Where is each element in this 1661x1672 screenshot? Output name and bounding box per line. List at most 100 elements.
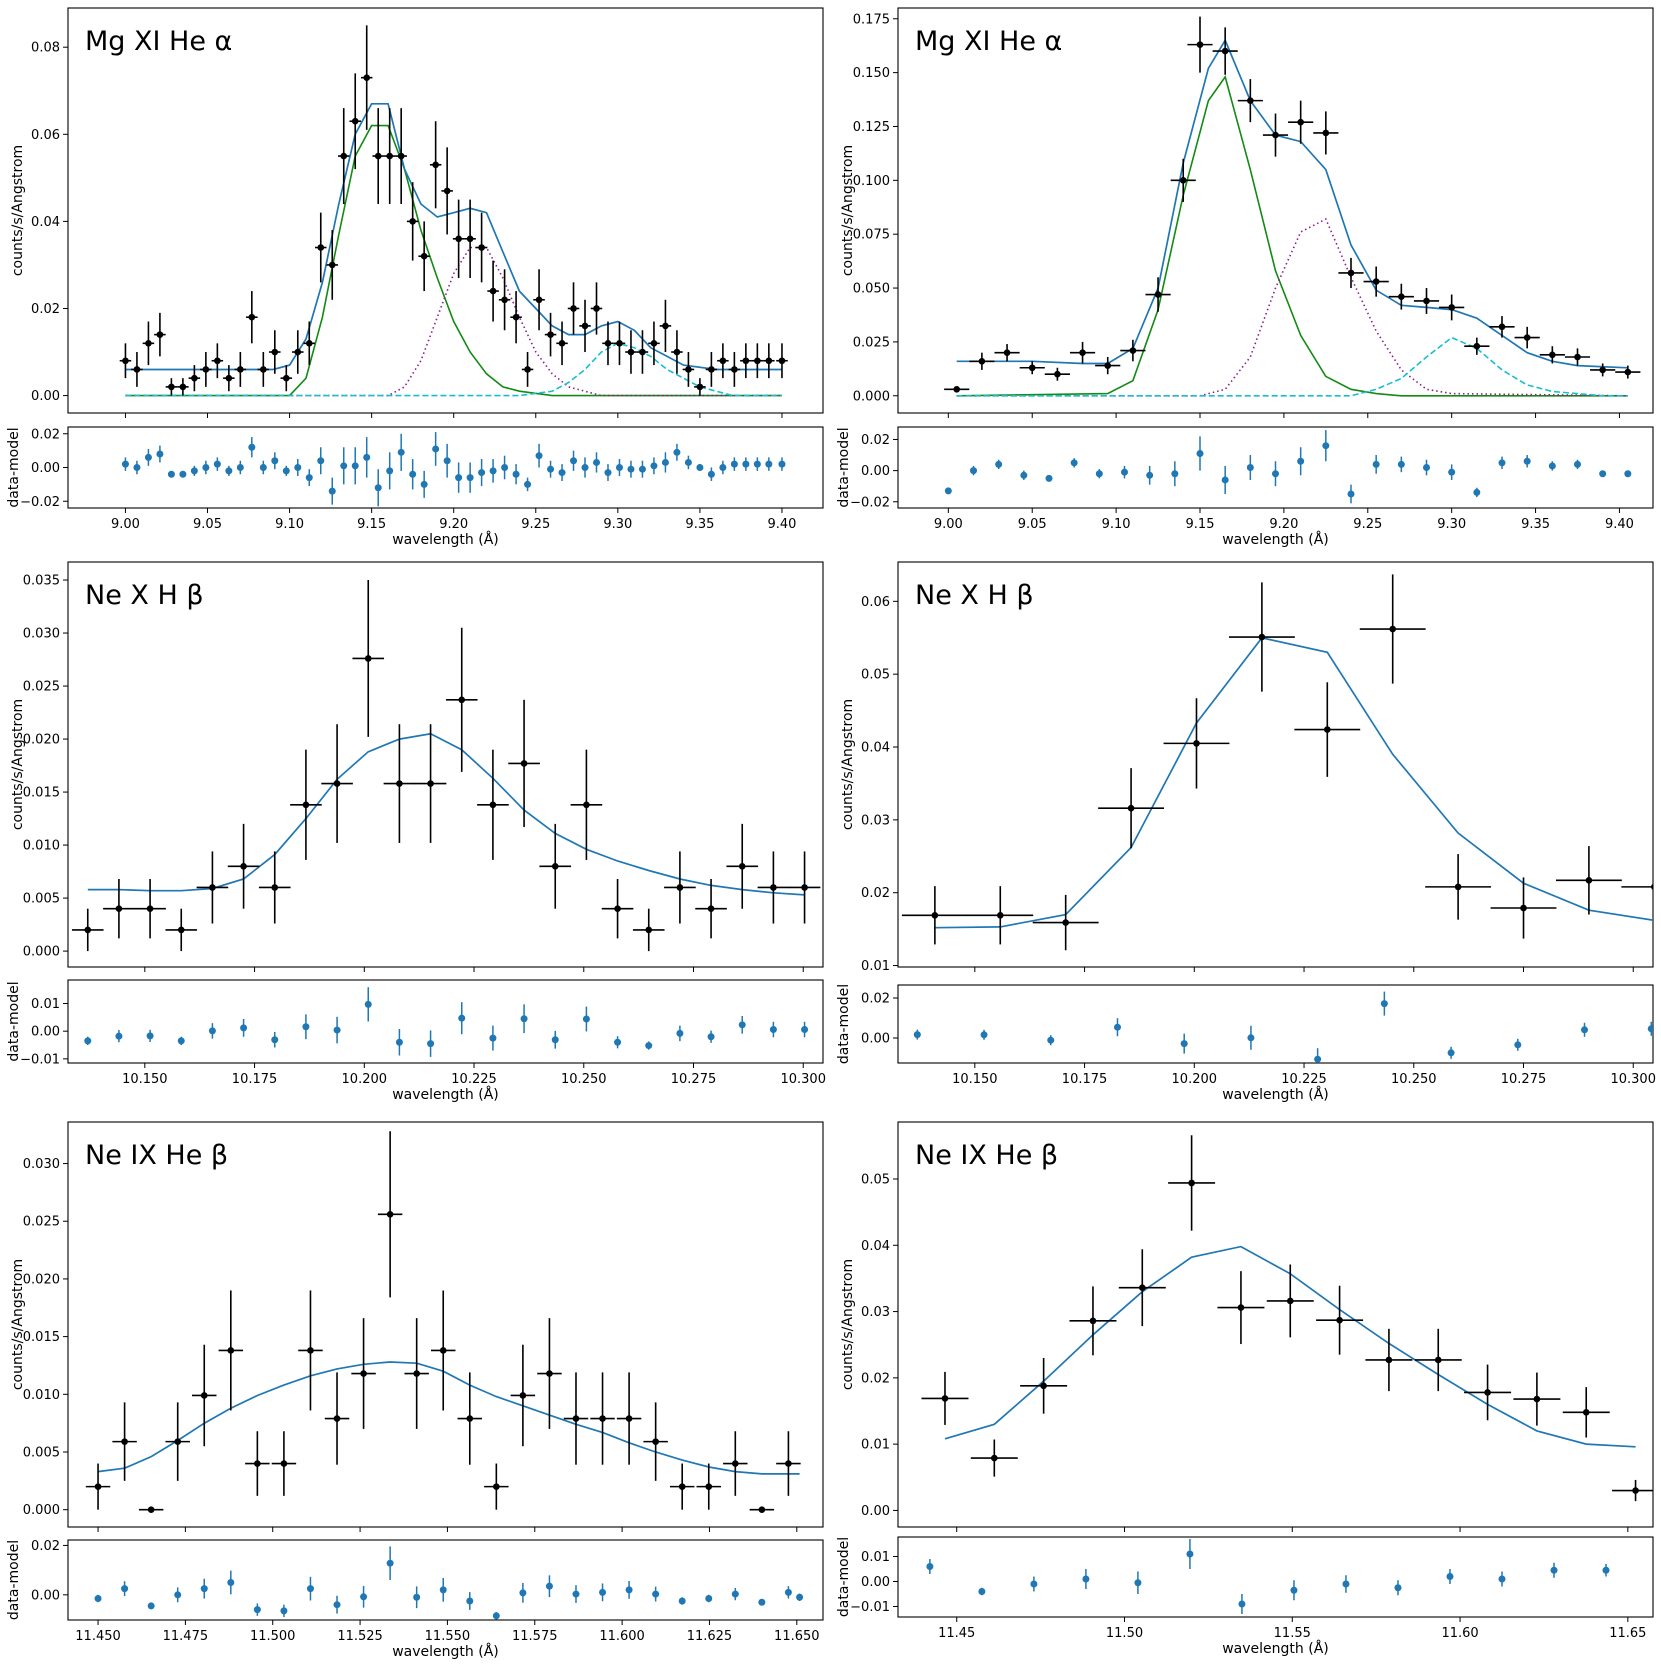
data-marker — [420, 252, 428, 260]
panel-ne9_a: 0.000 0.005 0.010 0.015 0.020 0.025 0.030 count… — [6, 1121, 824, 1660]
residual-point — [280, 1604, 288, 1618]
data-point — [326, 230, 338, 300]
residual-point — [478, 459, 486, 487]
data-marker — [645, 926, 653, 934]
x-tick-label: 10.175 — [232, 1072, 278, 1087]
data-point — [315, 212, 327, 283]
residual-marker — [1221, 476, 1229, 484]
data-point — [694, 378, 706, 396]
plot-area — [71, 580, 821, 952]
residual-marker — [395, 1038, 403, 1046]
x-tick-label: 11.45 — [938, 1626, 975, 1641]
data-marker — [1423, 297, 1430, 305]
residual-point — [225, 465, 233, 476]
residual-point — [179, 470, 187, 478]
resid-y-tick-label: −0.02 — [20, 495, 60, 510]
residual-point — [1372, 455, 1380, 474]
data-point — [776, 343, 788, 379]
data-point — [590, 1372, 615, 1465]
residual-marker — [174, 1591, 182, 1599]
data-point — [154, 312, 166, 357]
residual-point — [970, 465, 977, 476]
data-point — [1168, 1135, 1216, 1231]
residual-marker — [599, 1588, 607, 1596]
data-point — [967, 886, 1034, 945]
data-marker — [599, 1415, 606, 1422]
data-point — [177, 378, 189, 396]
x-tick-label: 10.175 — [1062, 1072, 1108, 1087]
residual-marker — [121, 460, 129, 468]
residual-marker — [374, 484, 382, 492]
residual-marker — [466, 1597, 474, 1605]
residual-point — [489, 1025, 497, 1051]
residual-axes: −0.02 0.00 0.02 9.00 9.05 9.10 9.15 9.20 9.25 9.3… — [6, 426, 824, 548]
residual-marker — [1574, 460, 1581, 468]
data-point — [1069, 1286, 1117, 1356]
data-marker — [240, 862, 247, 870]
residual-point — [144, 448, 152, 466]
residual-point — [1070, 458, 1078, 468]
residual-point — [661, 452, 669, 473]
data-point — [510, 291, 522, 344]
data-point — [142, 321, 155, 366]
y-tick-label: 0.010 — [23, 839, 60, 854]
residual-point — [94, 1594, 102, 1603]
residual-axes: −0.02 0.00 0.02 9.00 9.05 9.10 9.15 9.20 9.25 9.3… — [836, 426, 1654, 548]
data-point — [613, 321, 626, 366]
x-tick-label: 9.40 — [767, 517, 796, 532]
data-point — [257, 352, 270, 387]
data-marker — [94, 1483, 102, 1490]
data-point — [671, 330, 683, 374]
data-marker — [758, 1506, 766, 1513]
data-marker — [941, 1395, 949, 1402]
residual-marker — [1498, 1575, 1506, 1583]
residual-marker — [742, 460, 750, 468]
residual-point — [227, 1570, 235, 1595]
data-point — [303, 321, 316, 366]
data-point — [192, 1344, 217, 1447]
data-point — [659, 299, 672, 353]
residual-marker — [684, 458, 692, 466]
residual-plot-area — [94, 1546, 804, 1620]
residual-marker — [696, 464, 704, 471]
residual-marker — [778, 460, 786, 468]
data-marker — [705, 1483, 713, 1490]
data-point — [537, 1318, 562, 1429]
x-tick-label: 9.35 — [1521, 517, 1550, 532]
y-tick-label: 0.125 — [853, 120, 890, 135]
data-point — [1365, 1328, 1413, 1392]
data-point — [1170, 158, 1196, 202]
residual-marker — [1246, 464, 1254, 471]
data-marker — [662, 322, 669, 330]
data-point — [271, 1431, 297, 1496]
residual-marker — [1121, 468, 1128, 476]
residual-marker — [995, 460, 1003, 468]
data-marker — [1323, 726, 1331, 733]
data-point — [1539, 346, 1565, 364]
y-axis-label: counts/s/Angstrom — [10, 1259, 26, 1390]
residual-marker — [306, 1585, 314, 1593]
residual-point — [730, 457, 738, 471]
residual-point — [705, 1594, 713, 1603]
data-marker — [237, 366, 244, 373]
residual-point — [570, 450, 578, 471]
data-marker — [282, 374, 290, 382]
residual-point — [673, 443, 681, 461]
plot-area — [921, 1135, 1653, 1502]
data-point — [321, 724, 353, 843]
residual-point — [765, 457, 773, 471]
x-tick-label: 10.150 — [952, 1072, 998, 1087]
residual-point — [1272, 461, 1279, 487]
residual-point — [1297, 447, 1305, 476]
data-marker — [1221, 47, 1229, 55]
y-tick-label: 0.02 — [861, 1371, 890, 1386]
data-marker — [754, 357, 761, 365]
residual-point — [466, 462, 474, 493]
data-marker — [209, 884, 216, 891]
residual-point — [1448, 464, 1456, 480]
data-marker — [1258, 633, 1266, 641]
data-marker — [1632, 1487, 1639, 1494]
residual-marker — [707, 1033, 715, 1041]
data-marker — [1549, 351, 1556, 359]
x-tick-label: 10.275 — [671, 1072, 717, 1087]
